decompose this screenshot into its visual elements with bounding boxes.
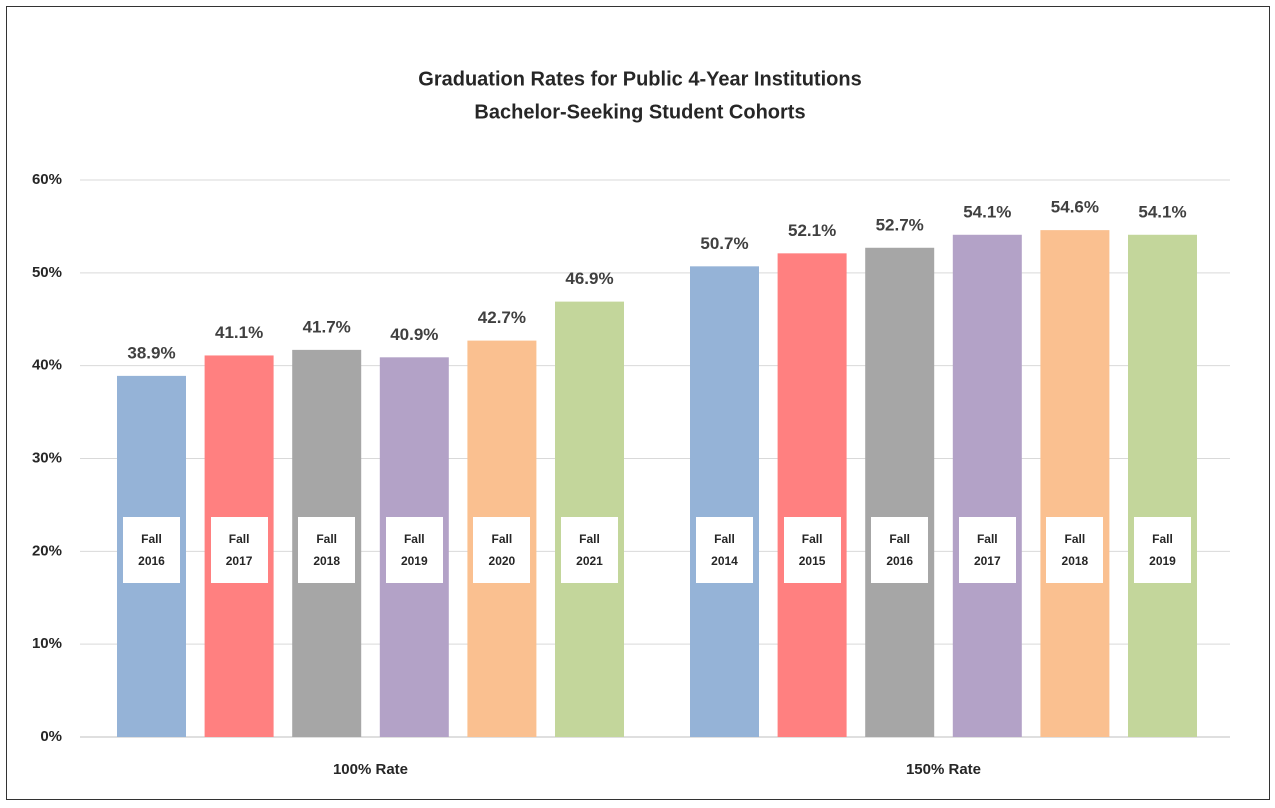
y-tick-label: 20%: [32, 542, 62, 559]
bar-label: Fall 2020: [473, 517, 531, 583]
bar-label: Fall 2016: [871, 517, 929, 583]
value-label: 41.1%: [215, 323, 263, 342]
bar-label: Fall 2019: [385, 517, 443, 583]
y-tick-label: 0%: [40, 728, 62, 745]
bar-label: Fall 2018: [298, 517, 356, 583]
x-category-label: 150% Rate: [906, 761, 981, 778]
bar-label: Fall 2015: [783, 517, 841, 583]
bar-label-box: Fall 2018: [1046, 517, 1104, 583]
value-label: 46.9%: [565, 269, 613, 288]
y-tick-label: 40%: [32, 357, 62, 374]
bar: [690, 266, 759, 737]
bar-label-box: Fall 2021: [561, 517, 618, 583]
bar-label-box: Fall 2014: [696, 517, 753, 583]
bar: [952, 234, 1022, 737]
bar-label-box: Fall 2016: [871, 517, 929, 583]
bar-label-box: Fall 2017: [210, 517, 268, 583]
bar-label-box: Fall 2015: [783, 517, 841, 583]
bar-label: Fall 2016: [123, 517, 180, 583]
value-label: 52.1%: [788, 221, 836, 240]
bar-label-box: Fall 2019: [1134, 517, 1191, 583]
y-tick-label: 30%: [32, 449, 62, 466]
bar-label: Fall 2017: [210, 517, 268, 583]
bar: [777, 253, 847, 738]
x-category-label: 100% Rate: [333, 761, 408, 778]
bar-label-box: Fall 2019: [385, 517, 443, 583]
y-tick-label: 10%: [32, 635, 62, 652]
bar-label: Fall 2017: [958, 517, 1016, 583]
y-tick-label: 60%: [32, 171, 62, 188]
bar: [865, 247, 935, 738]
value-label: 40.9%: [390, 325, 438, 344]
bar-label-box: Fall 2018: [298, 517, 356, 583]
value-label: 54.1%: [963, 202, 1011, 221]
bar: [1128, 234, 1197, 737]
value-label: 38.9%: [127, 343, 175, 362]
value-label: 52.7%: [876, 215, 924, 234]
bar-label: Fall 2019: [1134, 517, 1191, 583]
value-label: 50.7%: [700, 234, 748, 253]
bar-label: Fall 2018: [1046, 517, 1104, 583]
value-label: 54.6%: [1051, 198, 1099, 217]
value-label: 54.1%: [1138, 202, 1186, 221]
bar-label-box: Fall 2017: [958, 517, 1016, 583]
bar: [1040, 230, 1110, 737]
chart-subtitle: Bachelor-Seeking Student Cohorts: [474, 101, 805, 123]
value-label: 42.7%: [478, 308, 526, 327]
bar-label: Fall 2021: [561, 517, 618, 583]
bar-label-box: Fall 2016: [123, 517, 180, 583]
value-label: 41.7%: [303, 317, 351, 336]
bar-label-box: Fall 2020: [473, 517, 531, 583]
chart-title: Graduation Rates for Public 4-Year Insti…: [418, 68, 861, 90]
y-tick-label: 50%: [32, 264, 62, 281]
bar-label: Fall 2014: [696, 517, 753, 583]
